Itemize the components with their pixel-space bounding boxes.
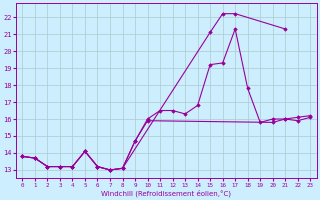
X-axis label: Windchill (Refroidissement éolien,°C): Windchill (Refroidissement éolien,°C)	[101, 189, 231, 197]
